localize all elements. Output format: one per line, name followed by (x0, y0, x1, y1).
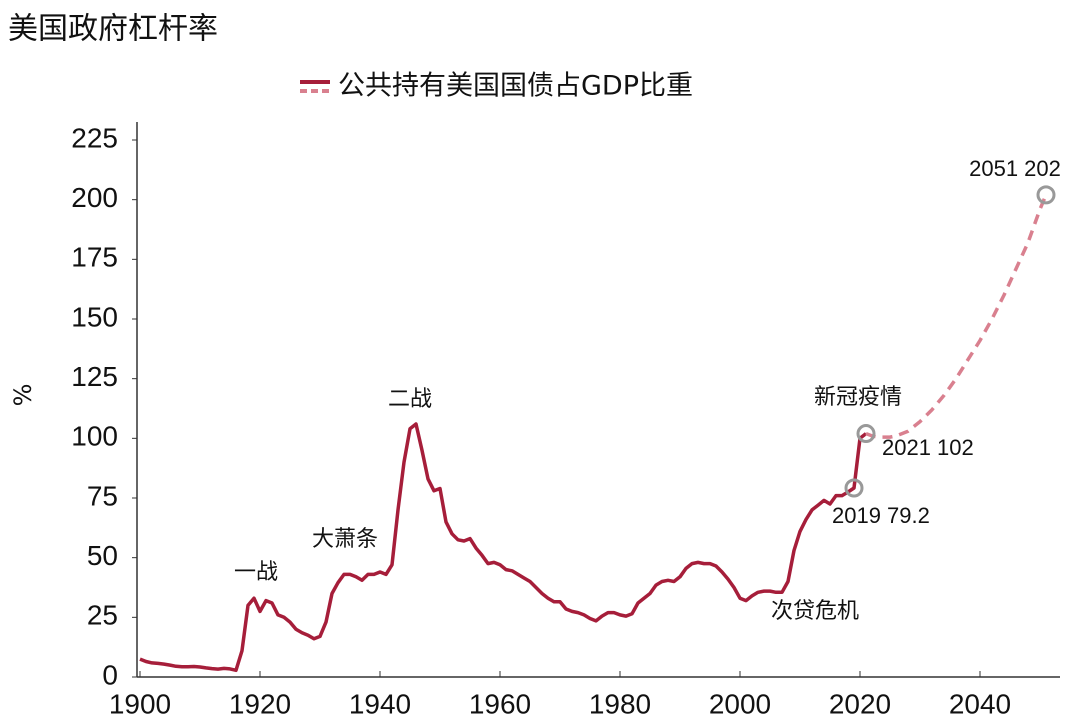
y-tick-label: 200 (71, 182, 118, 213)
annotation: 二战 (388, 387, 432, 412)
x-tick-label: 2040 (949, 688, 1011, 719)
x-tick-label: 1960 (469, 688, 531, 719)
annotation: 次贷危机 (771, 599, 859, 624)
annotation: 大萧条 (312, 527, 378, 552)
data-line (865, 194, 1048, 439)
annotation: 一战 (234, 560, 278, 585)
y-tick-label: 125 (71, 361, 118, 392)
point-label: 2019 79.2 (832, 503, 930, 528)
data-line (139, 422, 868, 673)
x-tick-label: 2000 (709, 688, 771, 719)
x-tick-label: 1900 (109, 688, 171, 719)
y-tick-label: 175 (71, 242, 118, 273)
point-marker (1036, 185, 1056, 205)
y-axis-label: % (9, 384, 37, 407)
y-tick-label: 150 (71, 301, 118, 332)
chart-title: 美国政府杠杆率 (8, 12, 218, 47)
point-label: 2051 202 (969, 156, 1061, 181)
y-tick-label: 225 (71, 122, 118, 153)
y-tick-label: 50 (87, 540, 118, 571)
x-tick-label: 2020 (829, 688, 891, 719)
y-tick-label: 25 (87, 600, 118, 631)
annotation: 新冠疫情 (814, 385, 902, 410)
y-tick-label: 0 (102, 659, 118, 690)
point-marker (856, 424, 876, 444)
y-tick-label: 100 (71, 421, 118, 452)
x-tick-label: 1980 (589, 688, 651, 719)
point-marker (844, 478, 864, 498)
x-tick-label: 1940 (349, 688, 411, 719)
legend-label: 公共持有美国国债占GDP比重 (338, 71, 693, 102)
point-label: 2021 102 (882, 435, 974, 460)
y-tick-label: 75 (87, 480, 118, 511)
x-tick-label: 1920 (229, 688, 291, 719)
